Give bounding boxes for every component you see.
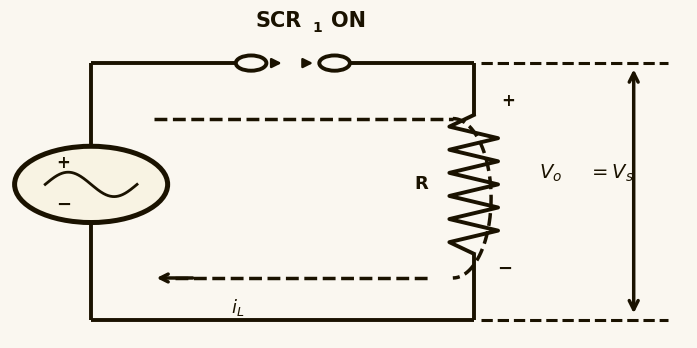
Text: −: − [498,260,512,278]
Text: R: R [415,175,429,193]
Text: $= V_s$: $= V_s$ [588,163,634,184]
Text: $V_o$: $V_o$ [539,163,562,184]
Circle shape [319,55,350,71]
Text: ON: ON [331,11,366,31]
Text: 1: 1 [312,22,322,35]
Text: SCR: SCR [256,11,302,31]
Text: +: + [502,92,515,110]
Circle shape [15,146,168,222]
Text: −: − [56,196,71,214]
Text: +: + [56,155,70,172]
Circle shape [236,55,266,71]
Text: $i_L$: $i_L$ [231,297,244,318]
